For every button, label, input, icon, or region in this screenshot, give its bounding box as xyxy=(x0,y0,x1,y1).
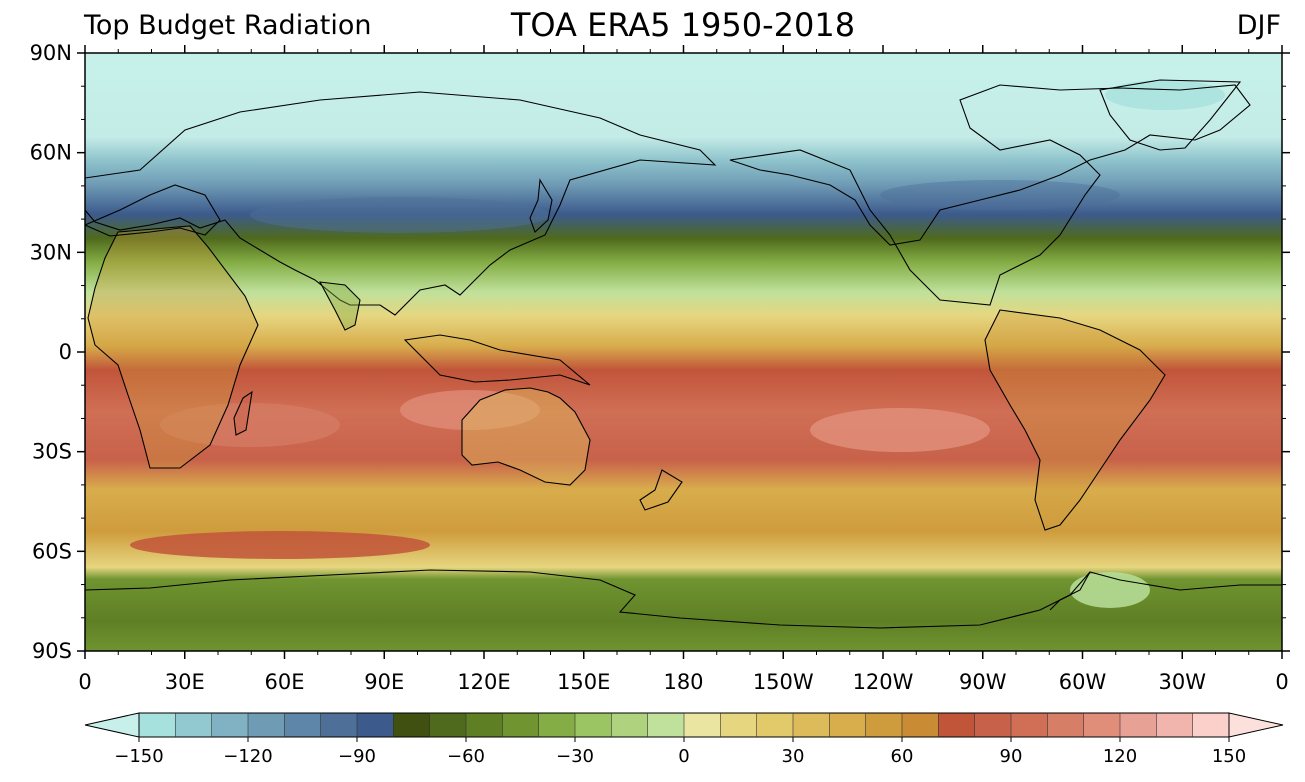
colorbar-label: −150 xyxy=(114,746,163,767)
north-america-outline xyxy=(729,84,1251,306)
colorbar-label: 90 xyxy=(1000,746,1023,767)
colorbar-label: 60 xyxy=(891,746,914,767)
map-subtitle-left: Top Budget Radiation xyxy=(84,10,372,41)
coastlines xyxy=(85,79,1282,629)
longitude-axis: 0 30E 60E 90E 120E 150E 180 150W 120W 90W 60W 30W 0 xyxy=(78,45,1289,694)
africa-outline xyxy=(87,225,259,469)
lat-label: 30N xyxy=(30,240,72,264)
lon-label: 30E xyxy=(165,670,205,694)
eurasia-outline xyxy=(85,91,717,316)
colorbar-swatch xyxy=(756,713,794,737)
colorbar-swatch xyxy=(1192,713,1230,737)
lon-label: 0 xyxy=(78,670,91,694)
lat-label: 90N xyxy=(30,41,72,65)
colorbar-swatch xyxy=(248,713,285,737)
lat-label: 30S xyxy=(32,440,72,464)
colorbar-swatch xyxy=(211,713,249,737)
colorbar-swatch xyxy=(320,713,358,737)
colorbar-swatch xyxy=(720,713,758,737)
lon-label: 60E xyxy=(265,670,305,694)
lon-label: 180 xyxy=(663,670,703,694)
colorbar-label: −60 xyxy=(447,746,485,767)
colorbar-swatch xyxy=(902,713,939,737)
europe-outline xyxy=(85,184,221,237)
colorbar-swatch xyxy=(357,713,394,737)
colorbar-swatch xyxy=(1156,713,1194,737)
lat-label: 90S xyxy=(32,639,72,663)
colorbar-swatch xyxy=(1011,713,1048,737)
colorbar-swatch xyxy=(502,713,540,737)
lat-label: 60S xyxy=(32,539,72,563)
colorbar-label: 0 xyxy=(678,746,689,767)
lon-label: 150W xyxy=(753,670,814,694)
colorbar-swatch xyxy=(865,713,903,737)
colorbar-swatch xyxy=(684,713,721,737)
new-zealand-outline xyxy=(639,469,683,511)
colorbar-swatch xyxy=(1047,713,1085,737)
colorbar-swatch xyxy=(938,713,976,737)
colorbar-swatch xyxy=(429,713,467,737)
greenland-outline xyxy=(1099,79,1242,151)
colorbar-swatch xyxy=(284,713,322,737)
colorbar-swatch xyxy=(974,713,1012,737)
radiation-field xyxy=(85,53,1282,651)
lon-label: 120E xyxy=(457,670,510,694)
colorbar-swatch xyxy=(793,713,830,737)
colorbar-label: −90 xyxy=(338,746,376,767)
antarctica-outline xyxy=(85,569,1282,629)
colorbar-swatch xyxy=(139,713,176,737)
colorbar-label: 30 xyxy=(782,746,805,767)
lon-label: 120W xyxy=(853,670,914,694)
colorbar-label: −120 xyxy=(223,746,272,767)
australia-outline xyxy=(461,387,591,486)
lat-label: 60N xyxy=(30,141,72,165)
colorbar-swatch xyxy=(647,713,685,737)
colorbar-swatch xyxy=(611,713,649,737)
colorbar-swatch xyxy=(175,713,213,737)
colorbar-under-arrow xyxy=(84,712,140,738)
colorbar: −150 −120 −90 −60 −30 0 30 60 90 120 150 xyxy=(84,712,1284,767)
colorbar-swatch xyxy=(829,713,867,737)
lon-label: 30W xyxy=(1159,670,1207,694)
map-title: TOA ERA5 1950-2018 xyxy=(510,6,856,44)
latitude-axis: 90N 60N 30N 0 30S 60S 90S xyxy=(30,41,1290,663)
japan-outline xyxy=(529,178,553,233)
colorbar-swatch xyxy=(393,713,431,737)
colorbar-label: 120 xyxy=(1103,746,1137,767)
antarctic-peninsula-outline xyxy=(1049,571,1091,611)
india-outline xyxy=(319,281,361,331)
colorbar-over-arrow xyxy=(1228,712,1284,738)
colorbar-label: −30 xyxy=(556,746,594,767)
lat-label: 0 xyxy=(59,340,72,364)
colorbar-swatch xyxy=(538,713,576,737)
indonesia-outline xyxy=(403,334,591,386)
season-label: DJF xyxy=(1236,10,1281,41)
south-america-outline xyxy=(984,309,1166,531)
lon-label: 150E xyxy=(557,670,610,694)
madagascar-outline xyxy=(233,390,253,436)
lon-label: 90W xyxy=(959,670,1007,694)
lon-label: 0 xyxy=(1275,670,1288,694)
colorbar-swatch xyxy=(1083,713,1121,737)
lon-label: 60W xyxy=(1059,670,1107,694)
colorbar-swatch xyxy=(575,713,612,737)
colorbar-swatch xyxy=(466,713,503,737)
lon-label: 90E xyxy=(364,670,404,694)
colorbar-label: 150 xyxy=(1212,746,1246,767)
colorbar-swatch xyxy=(1120,713,1157,737)
